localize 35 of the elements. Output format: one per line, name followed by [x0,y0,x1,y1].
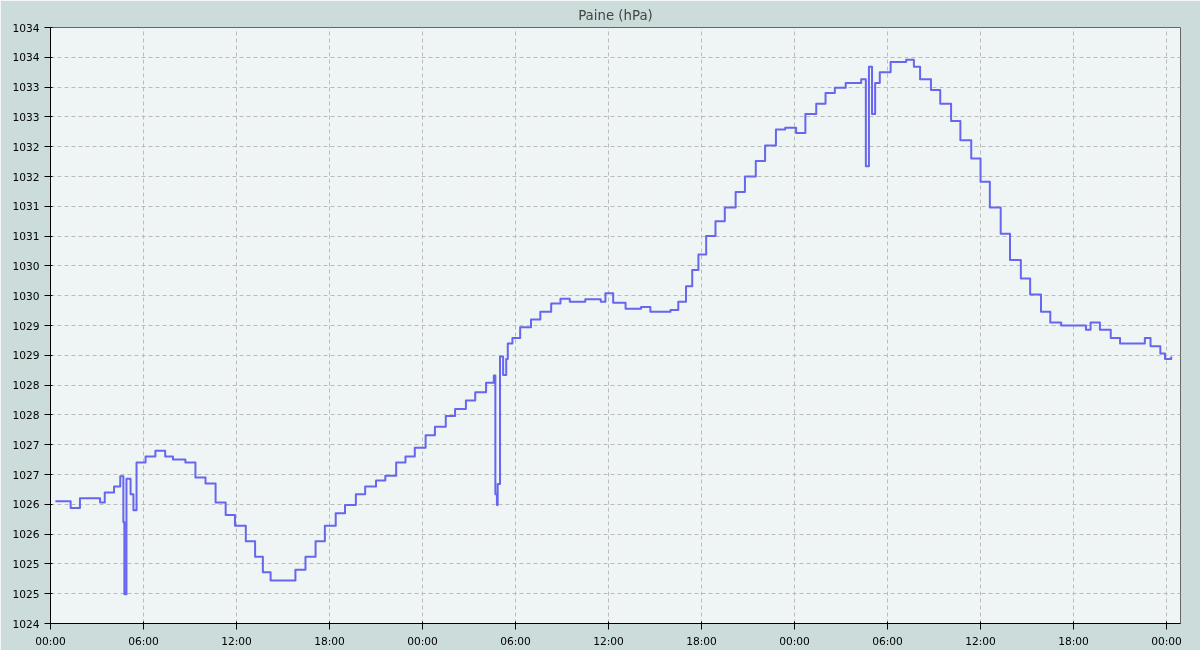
y-tick-label: 1031 [12,230,40,244]
y-tick-label: 1034 [12,51,40,65]
y-tick-label: 1032 [12,170,40,184]
y-tick-label: 1031 [12,200,40,214]
x-tick-label: 12:00 [965,634,997,648]
x-tick-label: 18:00 [686,634,718,648]
y-tick-label: 1028 [12,379,40,393]
y-tick-label: 1024 [12,617,40,631]
x-tick-label: 00:00 [407,634,439,648]
y-tick-label: 1027 [12,438,40,452]
y-tick-label: 1029 [12,349,40,363]
x-tick-label: 06:00 [128,634,160,648]
x-tick-label: 18:00 [1058,634,1090,648]
x-tick-label: 00:00 [779,634,811,648]
x-tick-label: 00:00 [1151,634,1183,648]
y-tick-label: 1034 [12,21,40,35]
y-tick-label: 1033 [12,110,40,124]
y-tick-label: 1027 [12,468,40,482]
x-tick-label: 06:00 [872,634,904,648]
y-tick-label: 1026 [12,498,40,512]
y-tick-label: 1032 [12,140,40,154]
x-tick-label: 12:00 [593,634,625,648]
y-tick-label: 1028 [12,408,40,422]
y-tick-label: 1029 [12,319,40,333]
x-tick-label: 18:00 [314,634,346,648]
y-tick-label: 1030 [12,289,40,303]
y-tick-label: 1025 [12,587,40,601]
y-tick-label: 1025 [12,557,40,571]
x-tick-label: 00:00 [35,634,67,648]
y-tick-label: 1030 [12,259,40,273]
y-tick-label: 1033 [12,81,40,95]
x-tick-label: 12:00 [221,634,253,648]
x-tick-label: 06:00 [500,634,532,648]
chart-title: Paine (hPa) [578,7,653,23]
y-tick-label: 1026 [12,528,40,542]
